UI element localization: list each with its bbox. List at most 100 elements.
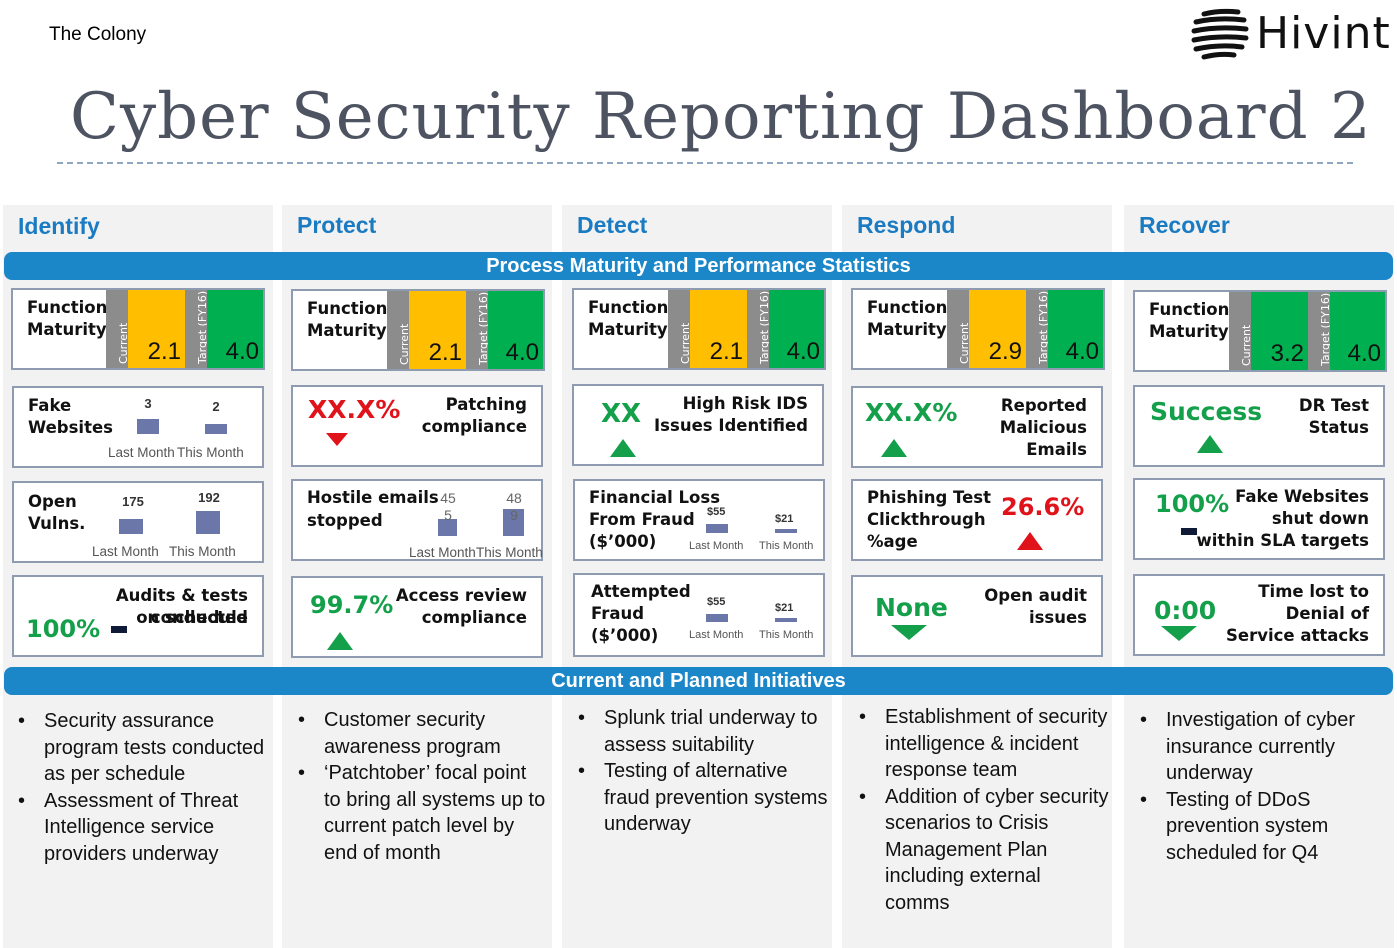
- open-vulns-last-label: Last Month: [92, 544, 159, 559]
- financial-loss-last-value: $55: [707, 506, 726, 518]
- hostile-emails-last-bar: [438, 519, 457, 536]
- logo-stripes-icon: [1191, 8, 1249, 60]
- initiative-item: Addition of cyber security scenarios to …: [857, 784, 1109, 917]
- dos-label-3: Service attacks: [1226, 626, 1369, 645]
- financial-loss-this-bar: [775, 529, 797, 533]
- fake-websites-sla-label-1: Fake Websites: [1235, 487, 1369, 506]
- target-maturity-value: 4.0: [505, 339, 539, 366]
- reported-emails-label-3: Emails: [1026, 440, 1087, 459]
- target-label-strip: Target (FY16): [747, 290, 771, 368]
- logo-text: Hivint: [1256, 8, 1391, 59]
- open-vulns-label-2: Vulns.: [28, 514, 86, 533]
- open-vulns-last-value: 175: [122, 494, 144, 509]
- patching-label-1: Patching: [445, 395, 527, 414]
- maturity-label-line2: Maturity: [307, 321, 387, 340]
- current-maturity-value: 2.9: [988, 338, 1022, 365]
- initiative-item: Testing of alternative fraud prevention …: [576, 758, 828, 838]
- target-label-strip: Target (FY16): [1308, 292, 1332, 370]
- fake-websites-sla-label-3: within SLA targets: [1196, 531, 1369, 550]
- financial-loss-label-1: Financial Loss: [589, 488, 721, 507]
- column-heading-respond: Respond: [857, 212, 956, 238]
- maturity-label-line2: Maturity: [867, 320, 947, 339]
- phishing-label-3: %age: [867, 532, 918, 551]
- maturity-label-line2: Maturity: [1149, 322, 1229, 341]
- attempted-fraud-this-value: $21: [775, 602, 794, 614]
- audit-issues-card: None Open audit issues: [851, 575, 1103, 657]
- phishing-value: 26.6%: [1001, 493, 1085, 521]
- target-label-strip: Target (FY16): [1026, 290, 1050, 368]
- patching-value: XX.X%: [308, 395, 401, 424]
- reported-emails-label-1: Reported: [1000, 396, 1087, 415]
- up-arrow-icon: [327, 632, 353, 650]
- dr-test-label-2: Status: [1308, 418, 1369, 437]
- hostile-emails-label-2: stopped: [307, 511, 383, 530]
- no-change-icon: [1181, 528, 1197, 535]
- fake-websites-sla-value: 100%: [1155, 490, 1230, 518]
- access-review-card: 99.7% Access review compliance: [291, 576, 543, 658]
- fake-websites-last-label: Last Month: [108, 445, 175, 460]
- financial-loss-last-label: Last Month: [689, 540, 744, 552]
- hostile-emails-last-value-1: 45: [440, 490, 456, 506]
- audit-issues-label-1: Open audit: [984, 586, 1087, 605]
- attempted-fraud-last-bar: [706, 614, 728, 622]
- current-label-strip: Current: [668, 290, 692, 368]
- maturity-card-detect: Function Maturity Current 2.1 Target (FY…: [572, 288, 826, 370]
- initiative-item: Assessment of Threat Intelligence servic…: [16, 788, 268, 868]
- maturity-label-line1: Function: [27, 298, 108, 317]
- dos-card: 0:00 Time lost to Denial of Service atta…: [1133, 574, 1385, 656]
- financial-loss-this-label: This Month: [759, 540, 814, 552]
- dos-label-2: Denial of: [1285, 604, 1369, 623]
- patching-label-2: compliance: [421, 417, 527, 436]
- current-maturity-value: 3.2: [1270, 340, 1304, 367]
- down-arrow-icon: [891, 625, 927, 640]
- audit-issues-value: None: [875, 593, 948, 622]
- initiatives-protect: Customer security awareness program ‘Pat…: [296, 707, 548, 866]
- audits-label-2: on schedule: [136, 608, 248, 627]
- attempted-fraud-this-bar: [775, 618, 797, 622]
- maturity-card-respond: Function Maturity Current 2.9 Target (FY…: [851, 288, 1105, 370]
- title-divider: [57, 162, 1353, 164]
- initiative-item: Splunk trial underway to assess suitabil…: [576, 705, 828, 758]
- dos-value: 0:00: [1154, 596, 1217, 625]
- current-label-strip: Current: [1229, 292, 1253, 370]
- reported-emails-value: XX.X%: [865, 398, 958, 427]
- attempted-fraud-label-3: ($’000): [591, 626, 659, 645]
- maturity-label-line2: Maturity: [27, 320, 107, 339]
- ids-card: XX High Risk IDS Issues Identified: [572, 384, 824, 466]
- hostile-emails-this-value-2: 9: [510, 507, 518, 523]
- down-arrow-icon: [326, 433, 348, 446]
- phishing-label-1: Phishing Test: [867, 488, 991, 507]
- column-heading-identify: Identify: [18, 213, 100, 239]
- fake-websites-this-bar: [205, 424, 227, 434]
- hostile-emails-label-1: Hostile emails: [307, 488, 439, 507]
- stats-band: Process Maturity and Performance Statist…: [4, 252, 1393, 280]
- audits-card: Audits & tests conducted on schedule 100…: [12, 575, 264, 657]
- column-heading-detect: Detect: [577, 212, 648, 238]
- initiative-item: Security assurance program tests conduct…: [16, 708, 268, 788]
- ids-label-2: Issues Identified: [654, 416, 808, 435]
- fake-websites-label-1: Fake: [28, 396, 72, 415]
- open-vulns-this-bar: [196, 511, 220, 534]
- fake-websites-last-bar: [137, 419, 159, 434]
- maturity-label-line2: Maturity: [588, 320, 668, 339]
- column-heading-protect: Protect: [297, 212, 377, 238]
- initiatives-recover: Investigation of cyber insurance current…: [1138, 707, 1390, 866]
- target-maturity-block: 4.0: [1048, 290, 1103, 368]
- hostile-emails-card: Hostile emails stopped 45 5 48 9 Last Mo…: [291, 479, 543, 561]
- financial-loss-card: Financial Loss From Fraud ($’000) $55 $2…: [573, 479, 825, 561]
- financial-loss-label-3: ($’000): [589, 532, 657, 551]
- maturity-label-line1: Function: [867, 298, 948, 317]
- current-label-strip: Current: [106, 290, 130, 368]
- dos-label-1: Time lost to: [1258, 582, 1369, 601]
- open-vulns-this-label: This Month: [169, 544, 236, 559]
- target-maturity-block: 4.0: [1330, 292, 1385, 370]
- attempted-fraud-this-label: This Month: [759, 629, 814, 641]
- hostile-emails-this-label: This Month: [476, 545, 543, 560]
- reported-emails-label-2: Malicious: [999, 418, 1087, 437]
- patching-card: XX.X% Patching compliance: [291, 385, 543, 467]
- maturity-card-recover: Function Maturity Current 3.2 Target (FY…: [1133, 290, 1387, 372]
- target-label-strip: Target (FY16): [466, 291, 490, 369]
- attempted-fraud-label-1: Attempted: [591, 582, 691, 601]
- initiative-item: ‘Patchtober’ focal point to bring all sy…: [296, 760, 548, 866]
- current-maturity-block: 2.1: [690, 290, 747, 368]
